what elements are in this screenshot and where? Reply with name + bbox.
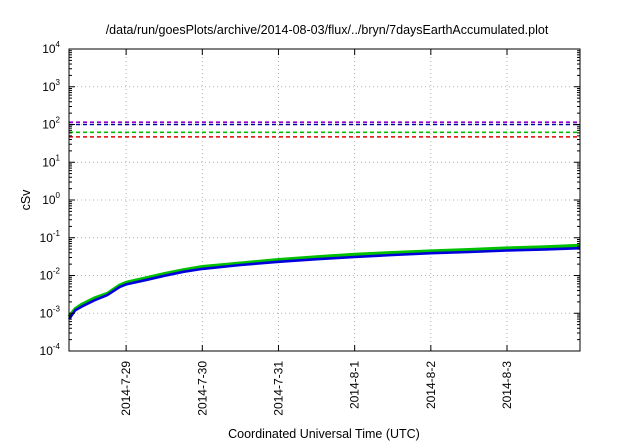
x-tick-label: 2014-7-31 [271, 361, 285, 416]
y-tick-base: 10 [40, 306, 54, 320]
x-tick-labels: 2014-7-29 2014-7-30 2014-7-31 2014-8-1 2014-… [119, 361, 514, 416]
y-tick-base: 10 [42, 80, 56, 94]
y-tick-base: 10 [40, 269, 54, 283]
y-tick-label: 101 [42, 153, 60, 169]
y-tick-base: 10 [42, 193, 56, 207]
y-tick-exponent: 3 [56, 78, 61, 87]
y-tick-exponent: -2 [53, 267, 61, 276]
grid-layer [69, 49, 580, 351]
series-layer [67, 243, 581, 320]
x-tick-label: 2014-7-30 [195, 361, 209, 416]
y-tick-label: 104 [42, 40, 60, 56]
y-tick-label: 103 [42, 78, 60, 94]
series-line-2 [67, 246, 581, 320]
y-tick-base: 10 [42, 118, 56, 132]
y-tick-exponent: 0 [56, 191, 61, 200]
y-tick-exponent: -4 [53, 342, 61, 351]
y-tick-base: 10 [40, 344, 54, 358]
y-tick-base: 10 [42, 155, 56, 169]
y-tick-base: 10 [40, 231, 54, 245]
y-tick-base: 10 [42, 42, 56, 56]
series-line-1 [67, 243, 581, 319]
x-tick-label: 2014-8-3 [500, 361, 514, 409]
y-tick-exponent: 1 [56, 153, 61, 162]
tick-layer [69, 48, 580, 352]
y-tick-exponent: -3 [53, 304, 61, 313]
x-axis-label: Coordinated Universal Time (UTC) [228, 427, 420, 441]
y-tick-label: 10-1 [40, 229, 61, 245]
x-tick-label: 2014-8-2 [424, 361, 438, 409]
y-tick-label: 10-4 [40, 342, 61, 358]
chart-title: /data/run/goesPlots/archive/2014-08-03/f… [106, 23, 549, 37]
y-axis-label: cSv [19, 189, 33, 211]
y-tick-exponent: 4 [56, 40, 61, 49]
y-tick-exponent: -1 [53, 229, 61, 238]
y-tick-label: 10-3 [40, 304, 61, 320]
y-tick-exponent: 2 [56, 116, 61, 125]
y-tick-label: 102 [42, 116, 60, 132]
x-tick-label: 2014-7-29 [119, 361, 133, 416]
y-tick-label: 100 [42, 191, 60, 207]
reference-lines [69, 121, 580, 138]
x-tick-label: 2014-8-1 [348, 361, 362, 409]
y-tick-label: 10-2 [40, 267, 61, 283]
